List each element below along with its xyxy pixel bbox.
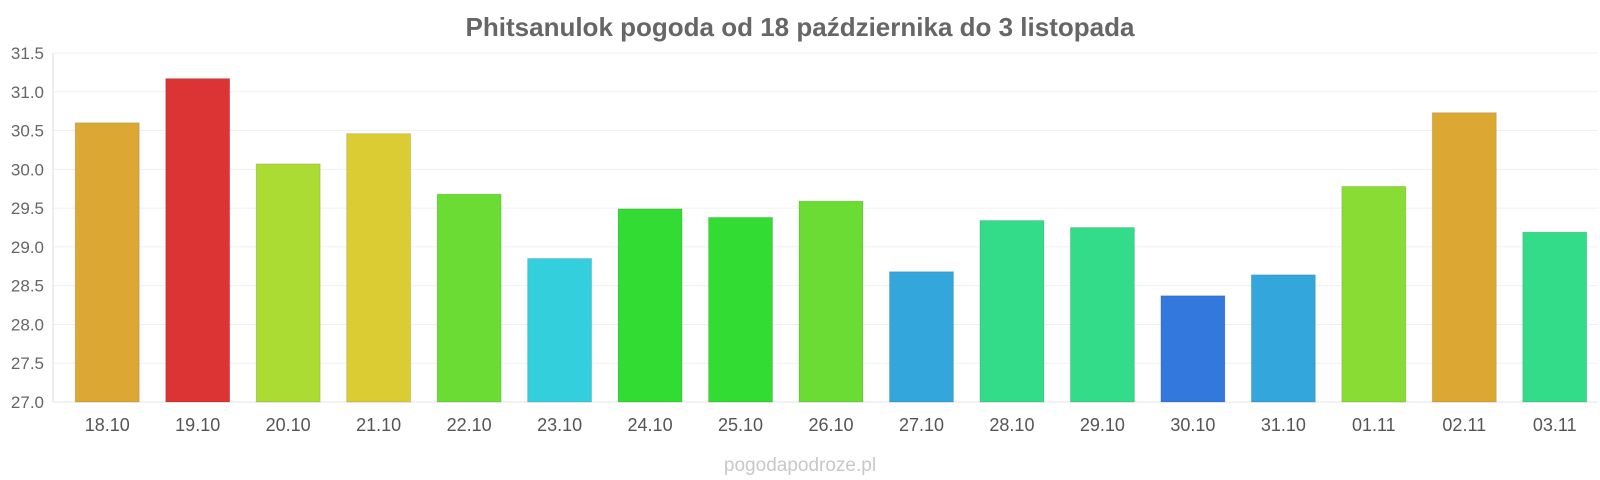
- bar-30.10: [1160, 295, 1226, 403]
- x-axis: 18.10 19.10 20.10 21.10 22.10 23.10 24.10 25.10…: [85, 415, 1577, 435]
- bar-31.10: [1250, 274, 1316, 403]
- x-tick-label: 01.11: [1352, 415, 1396, 435]
- bar-20.10: [255, 163, 321, 403]
- y-tick-label: 30.0: [11, 160, 44, 179]
- footer-watermark: pogodapodroze.pl: [724, 455, 876, 476]
- y-tick-label: 29.0: [11, 238, 44, 257]
- y-tick-label: 27.0: [11, 393, 44, 412]
- x-tick-label: 29.10: [1080, 415, 1125, 435]
- x-tick-label: 25.10: [718, 415, 763, 435]
- x-tick-label: 26.10: [808, 415, 853, 435]
- y-tick-label: 29.5: [11, 199, 44, 218]
- y-tick-label: 27.5: [11, 354, 44, 373]
- bar-29.10: [1069, 227, 1135, 403]
- x-tick-label: 24.10: [628, 415, 673, 435]
- y-tick-label: 31.5: [11, 44, 44, 63]
- y-tick-label: 28.0: [11, 315, 44, 334]
- x-tick-label: 20.10: [266, 415, 311, 435]
- bar-25.10: [708, 216, 774, 403]
- bars: [74, 78, 1588, 403]
- y-tick-label: 31.0: [11, 83, 44, 102]
- bar-02.11: [1431, 112, 1497, 403]
- bar-19.10: [165, 78, 231, 403]
- x-tick-label: 31.10: [1261, 415, 1306, 435]
- x-tick-label: 19.10: [175, 415, 220, 435]
- bar-01.11: [1341, 185, 1407, 403]
- x-tick-label: 28.10: [989, 415, 1034, 435]
- y-tick-label: 28.5: [11, 277, 44, 296]
- bar-26.10: [798, 200, 864, 403]
- bar-03.11: [1522, 231, 1588, 403]
- x-tick-label: 30.10: [1170, 415, 1215, 435]
- bar-28.10: [979, 220, 1045, 403]
- chart-title: Phitsanulok pogoda od 18 października do…: [466, 12, 1135, 42]
- y-axis: 27.0 27.5 28.0 28.5 29.0 29.5 30.0 30.5 31.0 31.5: [11, 44, 44, 412]
- x-tick-label: 22.10: [447, 415, 492, 435]
- bar-23.10: [527, 258, 593, 403]
- x-tick-label: 18.10: [85, 415, 130, 435]
- y-tick-label: 30.5: [11, 122, 44, 141]
- bar-21.10: [346, 133, 412, 403]
- x-tick-label: 03.11: [1533, 415, 1577, 435]
- x-tick-label: 27.10: [899, 415, 944, 435]
- x-tick-label: 21.10: [356, 415, 401, 435]
- x-tick-label: 23.10: [537, 415, 582, 435]
- bar-27.10: [888, 271, 954, 403]
- bar-24.10: [617, 208, 683, 403]
- x-tick-label: 02.11: [1442, 415, 1486, 435]
- bar-22.10: [436, 193, 502, 403]
- bar-18.10: [74, 122, 140, 403]
